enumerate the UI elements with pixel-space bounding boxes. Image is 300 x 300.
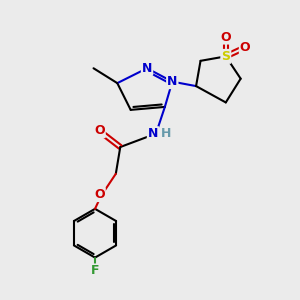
Text: N: N [142, 62, 152, 75]
Text: N: N [148, 127, 158, 140]
Text: O: O [94, 188, 105, 201]
Text: F: F [91, 265, 99, 278]
Text: O: O [220, 31, 231, 44]
Text: O: O [94, 124, 105, 137]
Text: H: H [161, 127, 172, 140]
Text: S: S [221, 50, 230, 63]
Text: O: O [240, 41, 250, 54]
Text: N: N [167, 75, 178, 88]
